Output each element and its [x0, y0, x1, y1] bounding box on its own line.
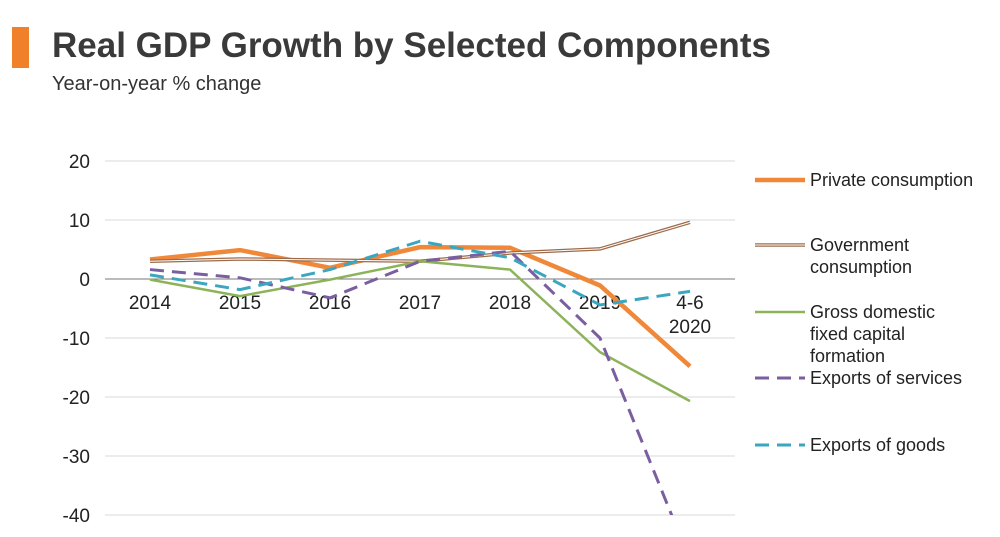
gross-domestic-fixed-capital-formation-line	[149, 260, 691, 403]
y-tick-label: -40	[63, 506, 90, 527]
chart-title: Real GDP Growth by Selected Components	[52, 26, 771, 65]
legend-label: consumption	[810, 257, 912, 277]
legend-label: Exports of services	[810, 368, 962, 388]
legend-label: Gross domestic	[810, 302, 935, 322]
y-tick-label: 0	[79, 270, 90, 291]
legend-label: Government	[810, 235, 909, 255]
x-tick-label: 2020	[669, 317, 711, 338]
legend-label: Private consumption	[810, 170, 973, 190]
private-consumption-line	[149, 244, 692, 368]
title-accent-bar	[12, 27, 29, 68]
legend-label: Exports of goods	[810, 435, 945, 455]
x-tick-label: 2017	[399, 293, 441, 314]
legend-label: formation	[810, 346, 885, 366]
y-tick-label: 20	[69, 152, 90, 173]
exports-of-services-line	[149, 249, 674, 515]
y-tick-label: -30	[63, 447, 90, 468]
y-tick-label: 10	[69, 211, 90, 232]
x-tick-label: 2018	[489, 293, 531, 314]
legend-label: fixed capital	[810, 324, 905, 344]
x-tick-label: 4-6	[676, 293, 703, 314]
x-tick-label: 2015	[219, 293, 261, 314]
x-tick-label: 2016	[309, 293, 351, 314]
chart-subtitle: Year-on-year % change	[52, 73, 262, 95]
x-tick-label: 2014	[129, 293, 172, 314]
exports-of-goods-line	[149, 239, 691, 307]
y-tick-label: -10	[63, 329, 90, 350]
y-tick-label: -20	[63, 388, 90, 409]
